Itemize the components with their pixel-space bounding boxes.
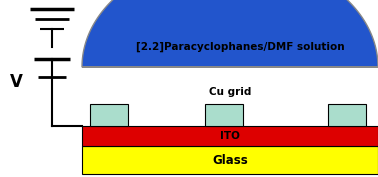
Polygon shape <box>82 0 378 67</box>
Text: ITO: ITO <box>220 131 240 141</box>
Text: Cu grid: Cu grid <box>209 87 251 97</box>
Bar <box>82 126 378 146</box>
Text: [2.2]Paracyclophanes/DMF solution: [2.2]Paracyclophanes/DMF solution <box>136 42 344 52</box>
Bar <box>205 104 243 126</box>
Bar <box>328 104 366 126</box>
Bar <box>82 146 378 174</box>
Text: V: V <box>10 73 23 91</box>
Bar <box>90 104 128 126</box>
Text: Glass: Glass <box>212 153 248 167</box>
